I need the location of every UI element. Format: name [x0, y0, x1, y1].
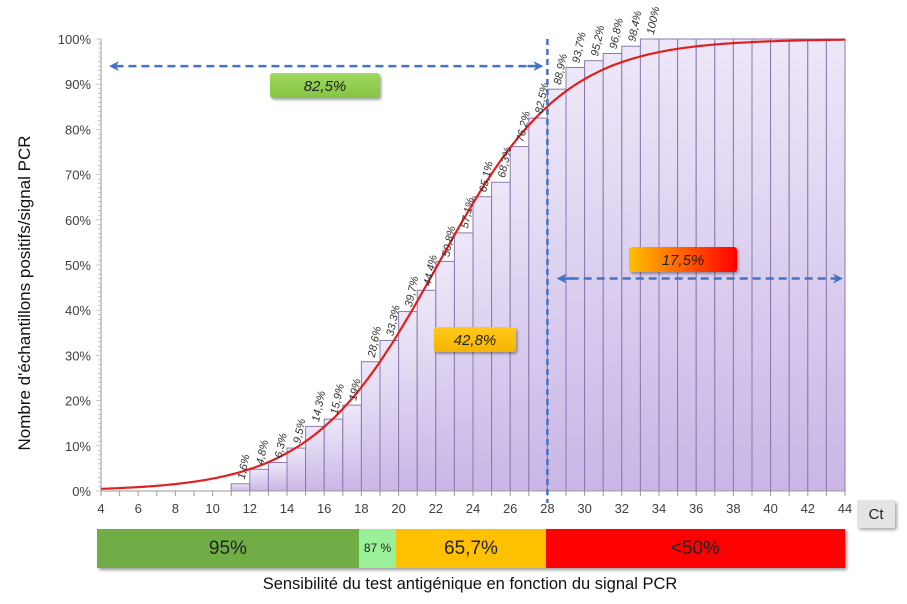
- axes-layer: 0% 10% 20% 30% 40% 50% 60% 70% 80% 90% 100% 4 6 8 10 12…: [58, 32, 852, 516]
- bar: [528, 117, 548, 492]
- x-tick-label: 4: [97, 501, 104, 516]
- x-tick-label: 40: [763, 501, 777, 516]
- data-label: 19%: [347, 377, 363, 401]
- bar: [267, 462, 288, 492]
- x-tick-label: 44: [838, 501, 852, 516]
- data-label: 95,2%: [589, 24, 607, 57]
- bar: [453, 232, 474, 492]
- x-tick-label: 36: [689, 501, 703, 516]
- data-label: 98,4%: [626, 10, 644, 43]
- sensitivity-segment-label: 65,7%: [444, 537, 498, 559]
- fit-curve-line: [100, 38, 845, 490]
- data-label: 6,3%: [273, 432, 290, 459]
- bar: [584, 60, 604, 492]
- x-tick-label: 30: [577, 501, 591, 516]
- annotations-layer: 82,5% 42,8% 17,5%: [109, 39, 843, 503]
- data-label: 1,6%: [236, 453, 253, 480]
- y-tick-label: 50%: [65, 258, 91, 273]
- x-tick-label: 32: [615, 501, 629, 516]
- bar: [323, 418, 344, 492]
- bar: [398, 311, 418, 492]
- y-axis-label: Nombre d'échantillons positifs/signal PC…: [15, 135, 34, 450]
- x-tick-label: 18: [354, 501, 368, 516]
- annotation-text: 17,5%: [662, 252, 705, 269]
- annotation-box: [270, 73, 380, 98]
- labels-layer: 1,6%4,8% 6,3%9,5%14,3% 15,9% 19%28,6%33,3%3…: [236, 5, 663, 480]
- annotation-text: 42,8%: [454, 332, 497, 349]
- bar: [379, 339, 400, 492]
- bar: [416, 289, 437, 492]
- bar: [546, 88, 567, 492]
- bar: [770, 38, 790, 492]
- bar: [342, 404, 362, 492]
- x-axis-unit-label: Ct: [857, 500, 895, 528]
- x-tick-label: 22: [429, 501, 443, 516]
- data-label: 4,8%: [254, 439, 271, 466]
- data-label: 14,3%: [310, 390, 328, 423]
- annotation-box: [434, 327, 516, 352]
- y-tick-label: 40%: [65, 303, 91, 318]
- bar: [360, 361, 381, 492]
- sensitivity-segment-label: 87 %: [363, 541, 392, 555]
- bar: [751, 38, 772, 492]
- data-label: 100%: [645, 5, 663, 35]
- bar: [230, 483, 251, 492]
- bar: [249, 468, 269, 492]
- y-tick-label: 100%: [58, 32, 92, 47]
- y-tick-label: 0%: [72, 484, 91, 499]
- annotation-82-5: 82,5%: [270, 73, 380, 98]
- y-tick-label: 20%: [65, 394, 91, 409]
- bar: [788, 38, 809, 492]
- bar: [602, 52, 623, 492]
- y-tick-label: 10%: [65, 439, 91, 454]
- x-tick-label: 24: [466, 501, 480, 516]
- x-tick-label: 20: [391, 501, 405, 516]
- bar: [435, 260, 455, 492]
- x-tick-label: 10: [205, 501, 219, 516]
- x-tick-label: 26: [503, 501, 517, 516]
- sensitivity-segment: 95%: [97, 529, 359, 568]
- data-label: 93,7%: [570, 31, 588, 64]
- y-tick-label: 30%: [65, 348, 91, 363]
- curve-layer: [100, 38, 845, 490]
- annotation-text: 82,5%: [304, 78, 347, 95]
- x-tick-label: 38: [726, 501, 740, 516]
- y-tick-label: 90%: [65, 77, 91, 92]
- bar: [305, 425, 325, 492]
- sensitivity-bar: 95% 87 % 65,7% <50%: [97, 529, 845, 568]
- data-label: 96,8%: [608, 17, 626, 50]
- sensitivity-segment-label: <50%: [670, 537, 720, 559]
- data-label: 9,5%: [291, 417, 308, 444]
- bar: [509, 146, 530, 492]
- x-tick-label: 8: [172, 501, 179, 516]
- x-tick-label: 28: [540, 501, 554, 516]
- x-tick-label: 34: [652, 501, 666, 516]
- y-tick-label: 60%: [65, 213, 91, 228]
- bar: [286, 447, 307, 492]
- x-tick-label: 14: [280, 501, 294, 516]
- x-tick-label: 6: [135, 501, 142, 516]
- annotation-42-8: 42,8%: [434, 327, 516, 352]
- sensitivity-segment-label: 95%: [208, 537, 247, 559]
- x-tick-label: 16: [317, 501, 331, 516]
- bar: [825, 38, 846, 492]
- sensitivity-segment: <50%: [545, 529, 845, 568]
- sensitivity-title: Sensibilité du test antigénique en fonct…: [262, 575, 678, 593]
- sensitivity-segment: 65,7%: [396, 529, 546, 568]
- annotation-box: [629, 247, 737, 272]
- y-tick-label: 80%: [65, 122, 91, 137]
- x-tick-label: 42: [801, 501, 815, 516]
- annotation-17-5: 17,5%: [629, 247, 737, 272]
- y-tick-label: 70%: [65, 168, 91, 183]
- x-tick-label: 12: [243, 501, 257, 516]
- bar: [807, 38, 827, 492]
- sensitivity-segment: 87 %: [358, 529, 397, 568]
